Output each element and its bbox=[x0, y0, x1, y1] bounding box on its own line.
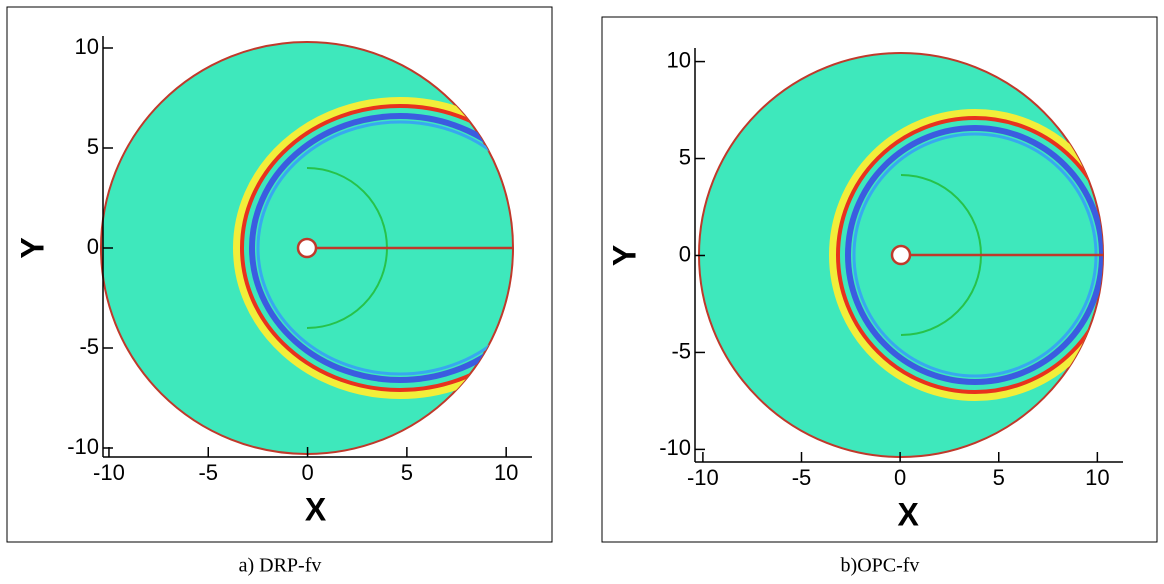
y-tick-label: 0 bbox=[87, 234, 99, 259]
y-axis-label: Y bbox=[606, 245, 642, 266]
y-tick-label: -5 bbox=[79, 334, 99, 359]
x-axis-label: X bbox=[897, 496, 919, 532]
x-tick-label: -5 bbox=[792, 465, 812, 490]
x-tick-label: 0 bbox=[301, 460, 313, 485]
y-tick-label: 10 bbox=[667, 47, 691, 72]
panel-frame bbox=[6, 6, 553, 543]
x-tick-label: 5 bbox=[401, 460, 413, 485]
cylinder bbox=[890, 244, 912, 266]
wave-front bbox=[249, 113, 513, 383]
y-tick-label: -10 bbox=[67, 434, 99, 459]
wave-front bbox=[240, 104, 513, 392]
wave-front bbox=[829, 109, 1103, 401]
caption: b)OPC-fv bbox=[841, 555, 920, 577]
wave-front bbox=[256, 120, 513, 376]
x-tick-label: 10 bbox=[494, 460, 518, 485]
y-tick-label: -5 bbox=[671, 338, 691, 363]
plot-panel: -10 -5 0 5 10 -10 -5 0 5 10 X Yb)OPC-fv bbox=[606, 47, 1123, 577]
cylinder bbox=[296, 237, 318, 259]
wave-front bbox=[233, 97, 513, 399]
x-tick-label: 5 bbox=[993, 465, 1005, 490]
y-tick-label: 5 bbox=[87, 134, 99, 159]
wave-front bbox=[836, 116, 1103, 394]
x-tick-label: 0 bbox=[894, 465, 906, 490]
y-tick-label: 10 bbox=[75, 34, 99, 59]
y-tick-label: 0 bbox=[679, 241, 691, 266]
plot-panel: -10 -5 0 5 10 -10 -5 0 5 10 X Ya) DRP-fv bbox=[14, 34, 532, 577]
x-tick-label: -10 bbox=[687, 465, 719, 490]
x-tick-label: 10 bbox=[1085, 465, 1109, 490]
panel-frame bbox=[601, 16, 1158, 543]
x-axis-label: X bbox=[305, 491, 327, 527]
y-axis-label: Y bbox=[14, 237, 50, 258]
y-tick-label: 5 bbox=[679, 144, 691, 169]
x-tick-label: -10 bbox=[93, 460, 125, 485]
caption: a) DRP-fv bbox=[239, 555, 322, 577]
y-tick-label: -10 bbox=[659, 435, 691, 460]
x-tick-label: -5 bbox=[198, 460, 218, 485]
